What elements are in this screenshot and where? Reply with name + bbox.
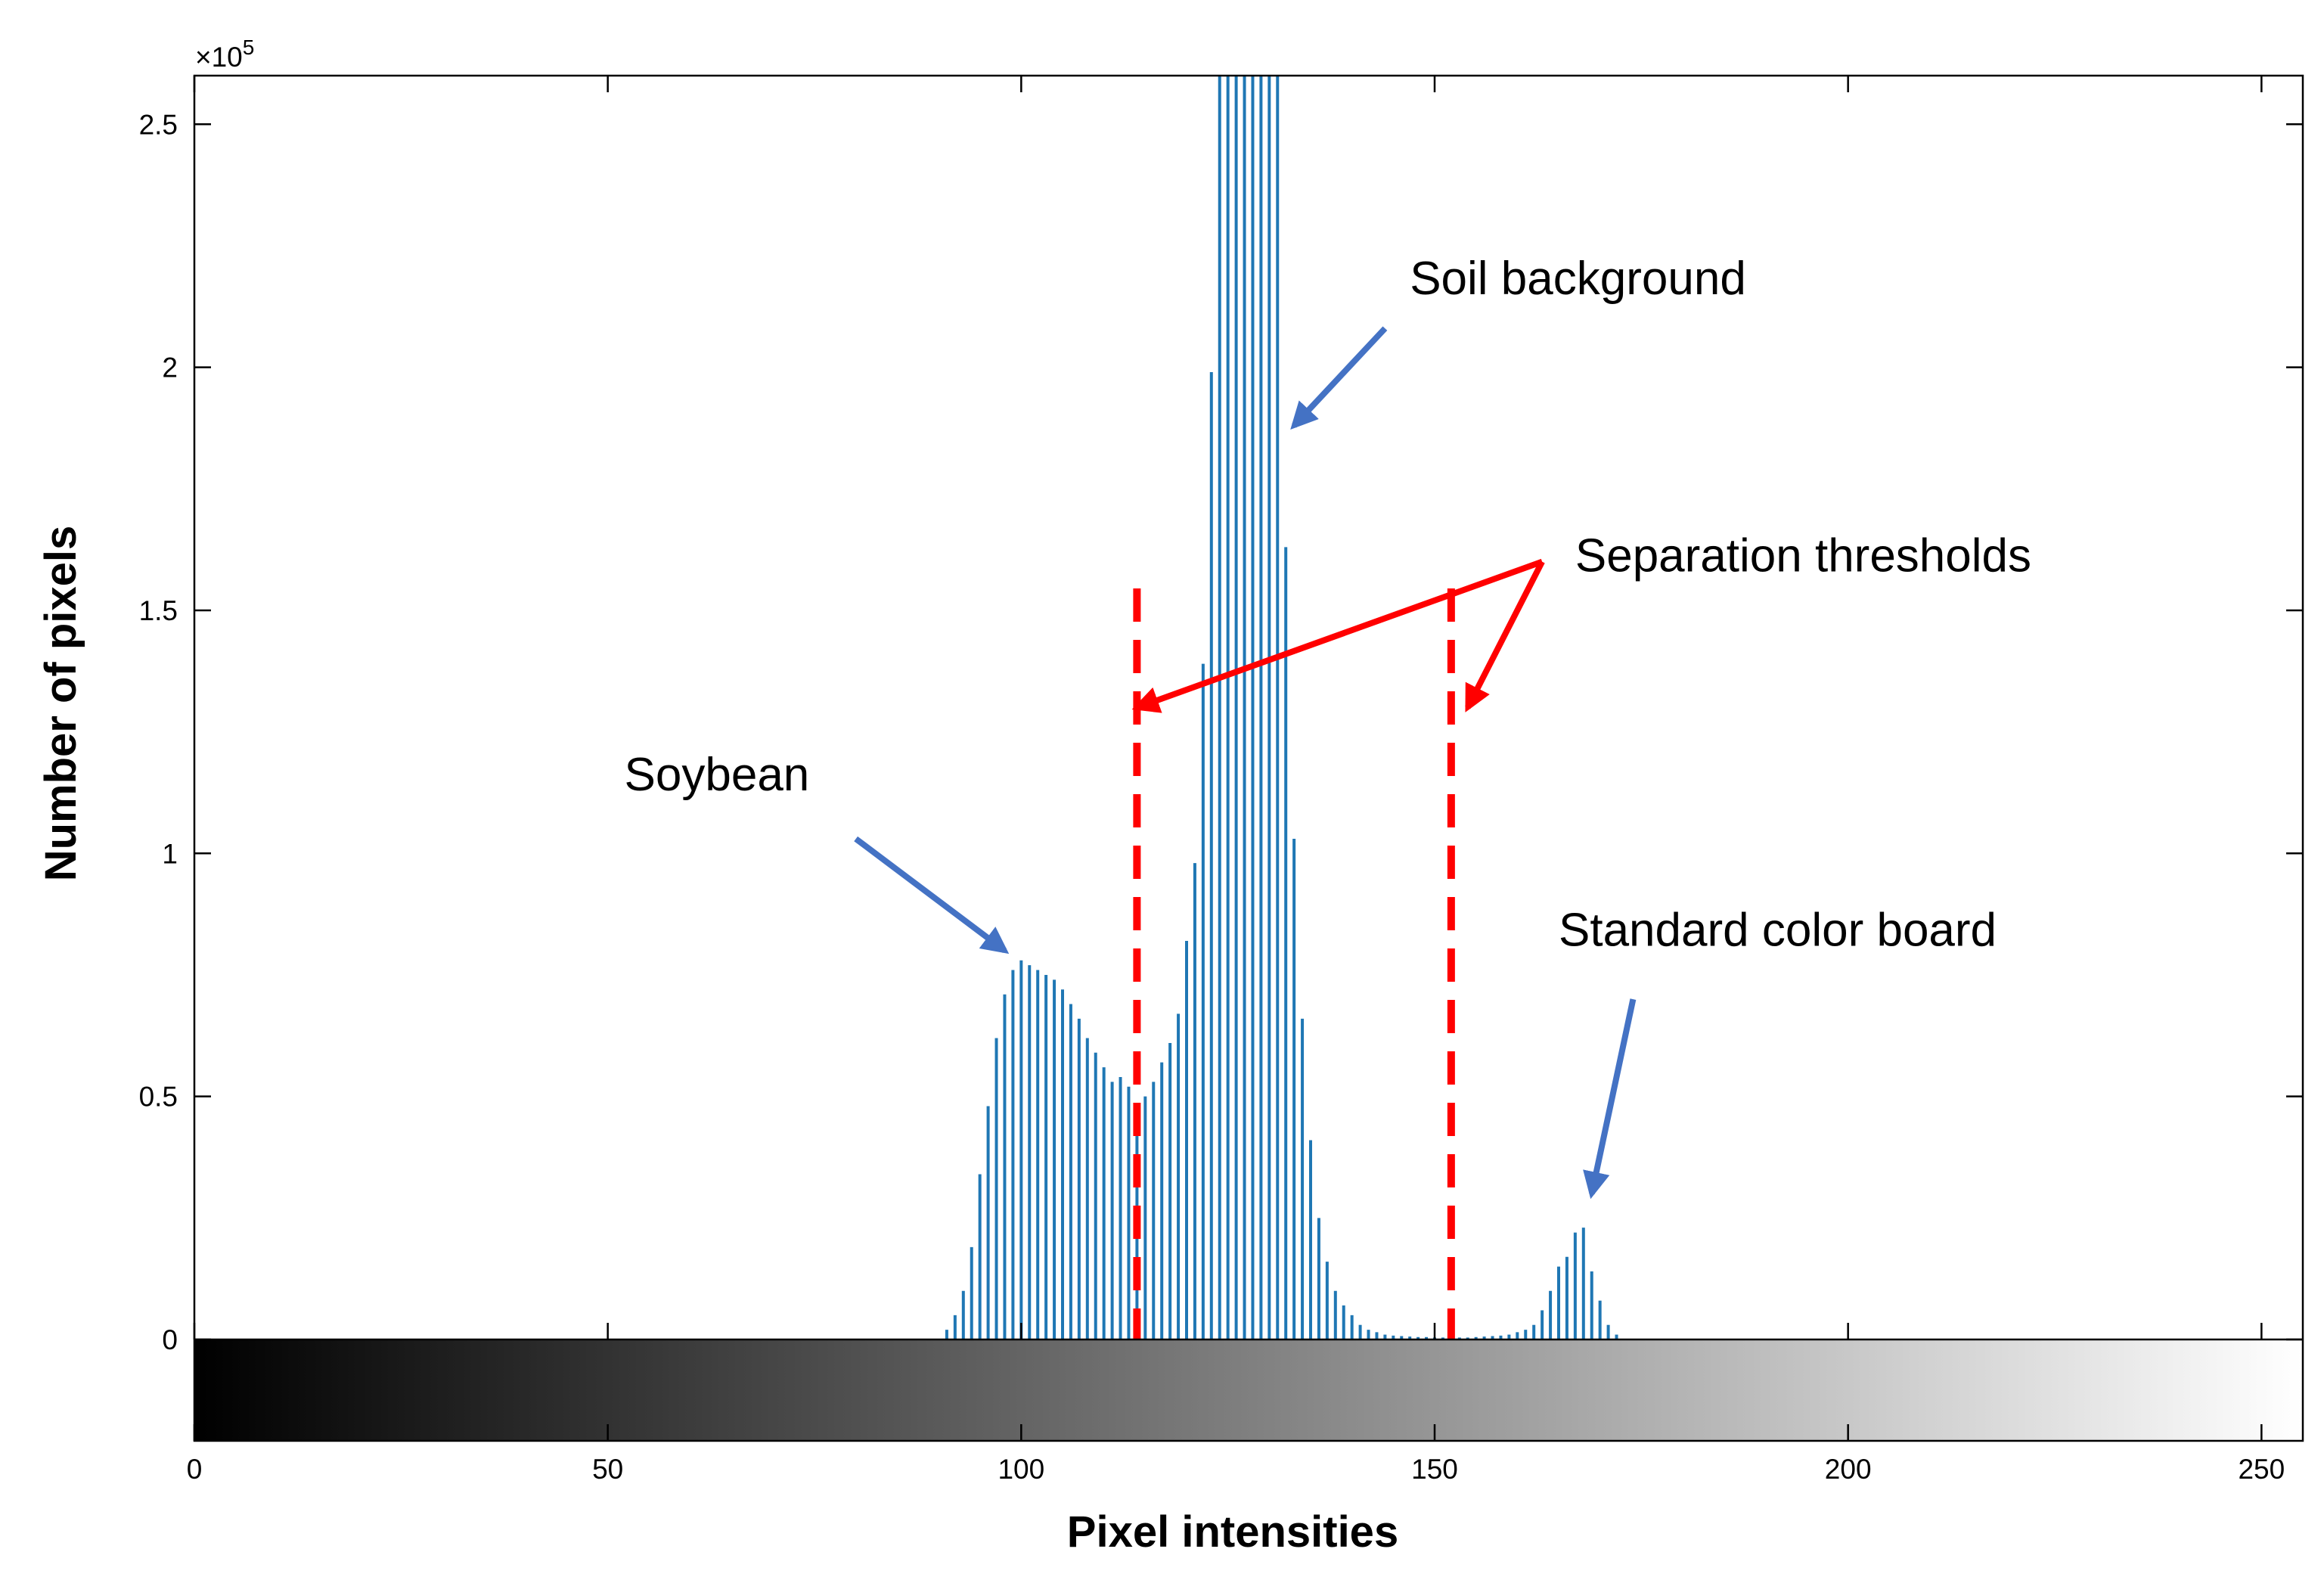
- y-axis-title: Number of pixels: [36, 526, 85, 882]
- annotation-arrow: [1583, 998, 1637, 1200]
- x-tick-label: 200: [1825, 1454, 1872, 1485]
- plot-frame: [193, 74, 2304, 1442]
- x-tick-label: 0: [187, 1454, 203, 1485]
- x-tick-label: 100: [998, 1454, 1044, 1485]
- colorbar-gradient: [194, 1339, 2303, 1441]
- annotation-arrow: [1465, 560, 1545, 712]
- y-tick-label: 1: [162, 838, 178, 869]
- x-tick-label: 50: [592, 1454, 623, 1485]
- y-exponent-label: ×105: [195, 36, 254, 73]
- axis-ticks: 0 0.5 1 1.5 2 2.5 0 50 100 150 200 250: [139, 76, 2303, 1485]
- annotation-soil-background: Soil background: [1410, 253, 1746, 305]
- annotation-standard-color-board: Standard color board: [1559, 904, 1997, 956]
- x-axis-title: Pixel intensities: [1067, 1507, 1398, 1557]
- annotation-soybean: Soybean: [625, 749, 810, 801]
- annotation-separation-thresholds: Separation thresholds: [1575, 530, 2031, 582]
- annotation-arrow: [854, 836, 1010, 955]
- grayscale-colorbar: [194, 1339, 2303, 1441]
- annotation-arrows: [854, 326, 1637, 1200]
- y-tick-label: 0: [162, 1324, 178, 1355]
- y-tick-label: 2.5: [139, 109, 178, 140]
- y-tick-label: 2: [162, 352, 178, 383]
- histogram-bars: [945, 76, 1618, 1339]
- y-exponent-base: ×10: [195, 42, 243, 73]
- separation-threshold-lines: [1133, 588, 1455, 1339]
- y-exponent-power: 5: [243, 36, 255, 59]
- x-tick-label: 150: [1411, 1454, 1458, 1485]
- plot-axes: [193, 74, 2304, 1442]
- annotation-arrow: [1290, 326, 1388, 430]
- x-tick-label: 250: [2238, 1454, 2285, 1485]
- y-tick-label: 1.5: [139, 595, 178, 626]
- annotation-arrow: [1131, 558, 1544, 713]
- y-tick-label: 0.5: [139, 1082, 178, 1113]
